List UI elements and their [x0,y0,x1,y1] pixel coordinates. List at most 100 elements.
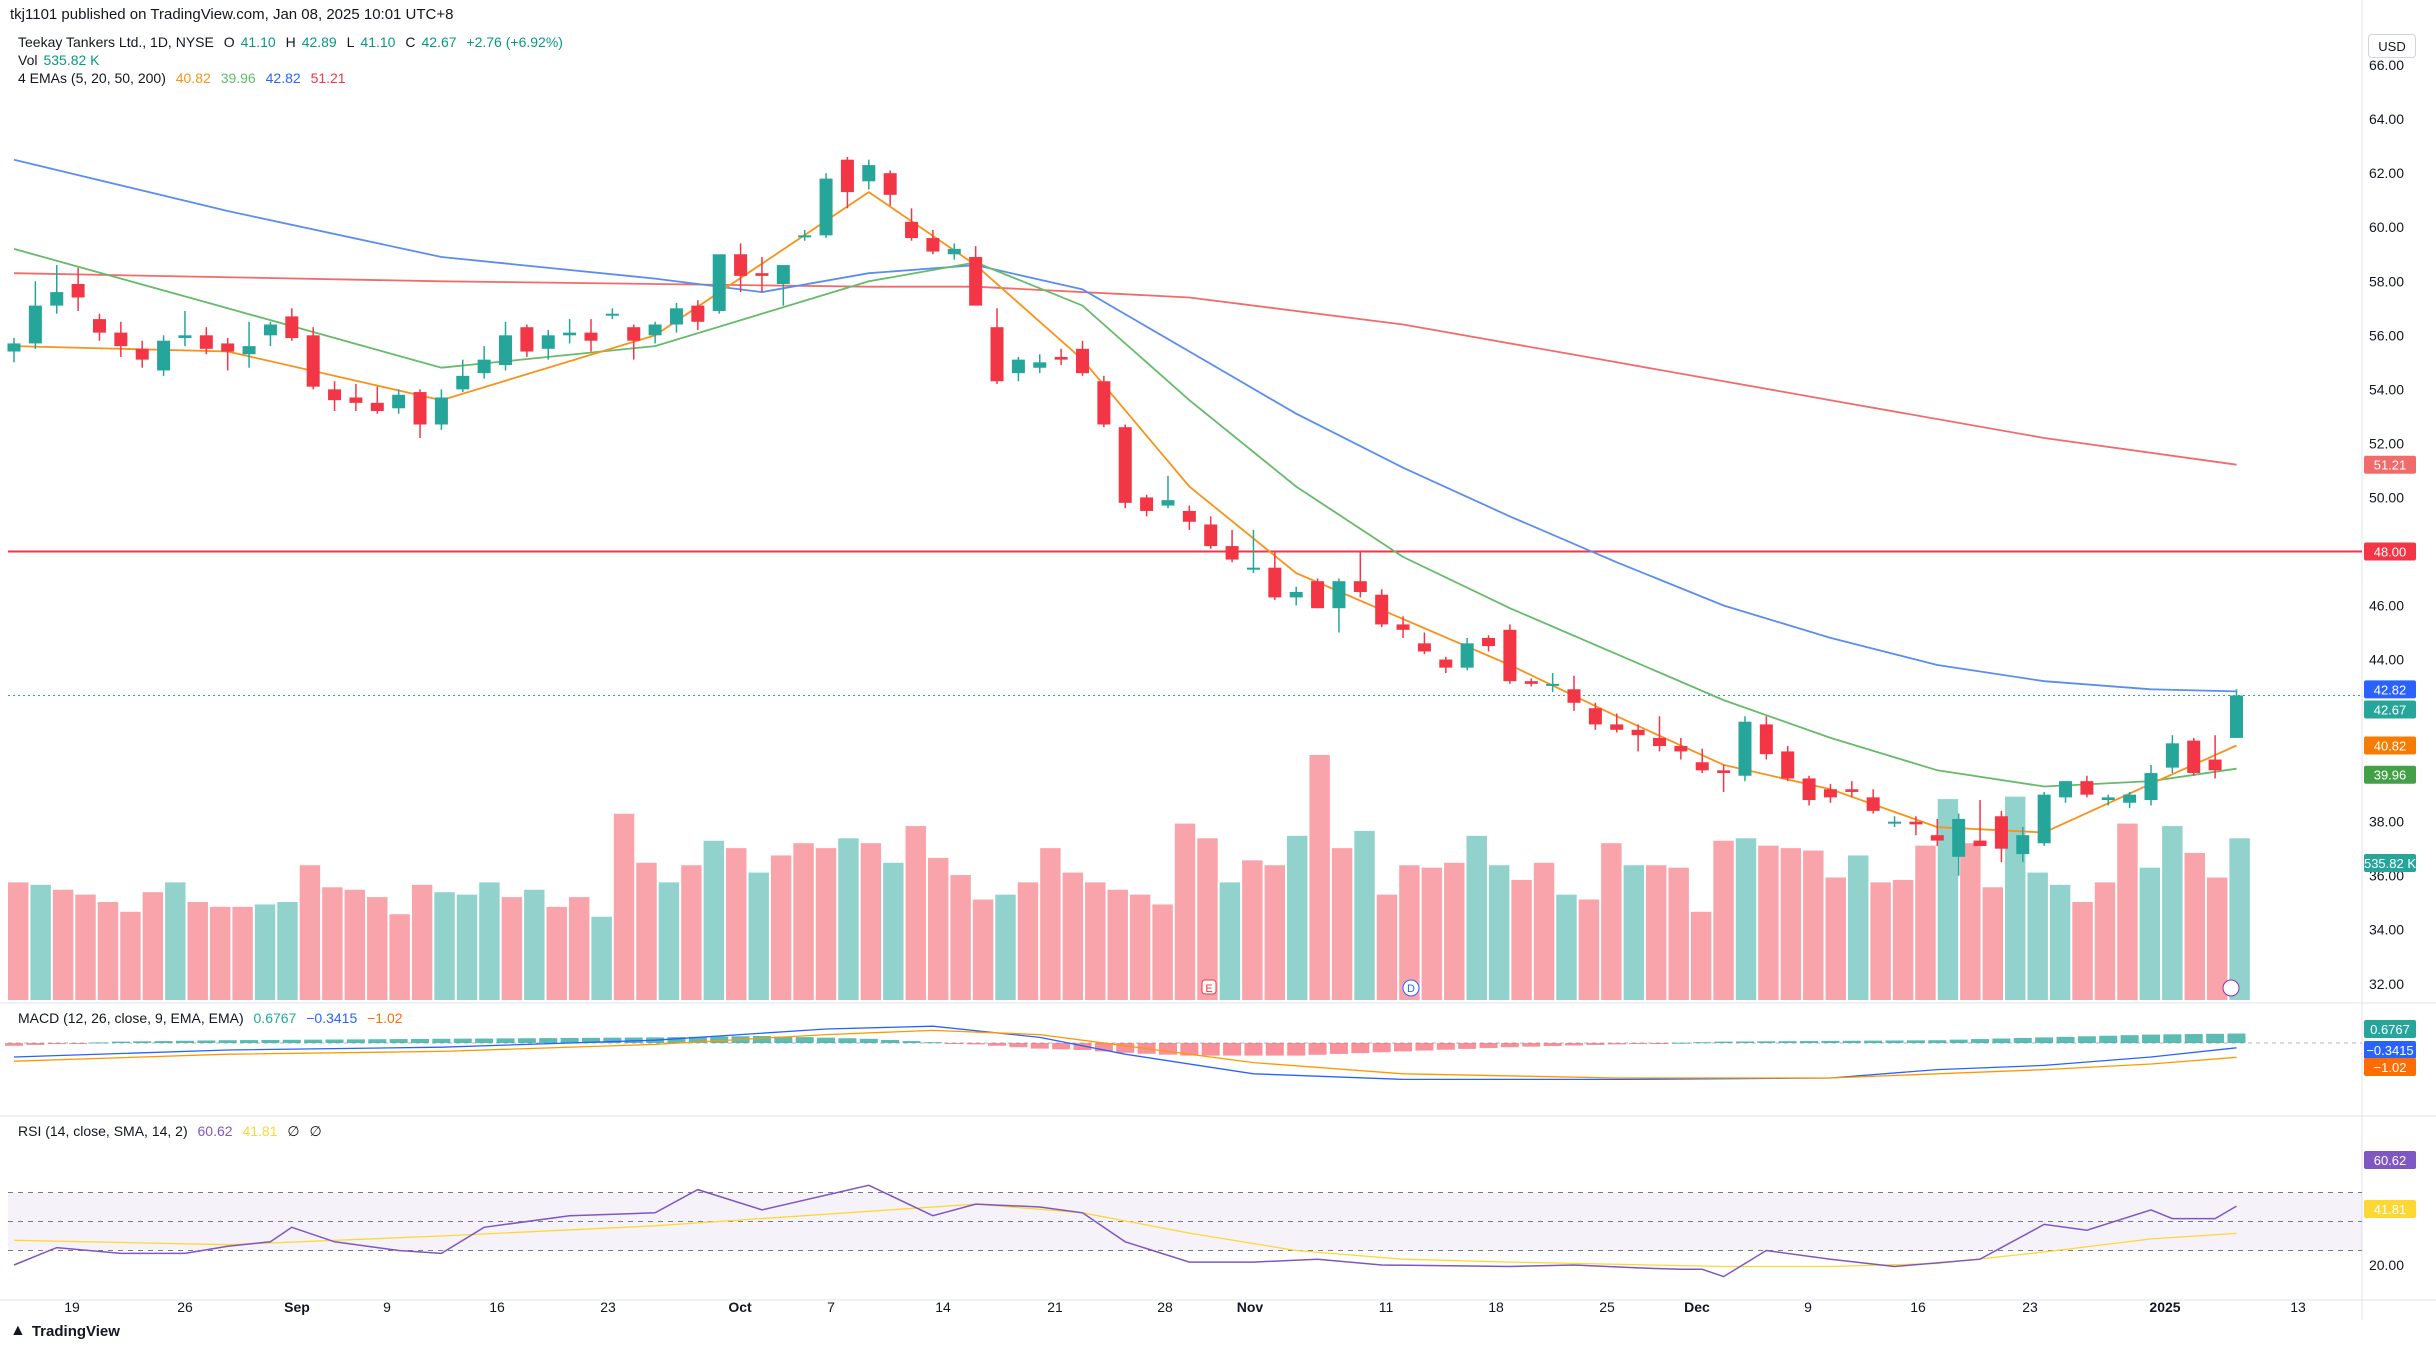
volume-bar [793,843,814,1000]
ema5-line [13,191,2237,834]
macd-histogram-bar [325,1039,344,1043]
macd-histogram-bar [1607,1043,1626,1045]
currency-button[interactable]: USD [2368,34,2416,58]
volume-bar [950,875,971,1000]
macd-histogram-bar [945,1043,964,1044]
candle-body [563,332,577,336]
candle-body [990,327,1004,382]
candle-body [434,397,448,425]
horizontal-level-line[interactable] [8,550,2362,696]
candle-body [1695,762,1709,771]
candle-body [1845,789,1859,792]
volume-bar [613,813,635,1000]
ema-legend[interactable]: 4 EMAs (5, 20, 50, 200) 40.82 39.96 42.8… [18,70,346,86]
macd-histogram-bar [175,1040,194,1043]
macd-histogram-bar [1928,1040,1947,1043]
volume-legend[interactable]: Vol 535.82 K [18,52,100,68]
candle-body [1823,789,1837,798]
macd-legend[interactable]: MACD (12, 26, close, 9, EMA, EMA) 0.6767… [18,1010,403,1026]
time-axis[interactable]: 19 26 Sep 9 16 23 Oct 7 14 21 28 Nov 11 18 25 Dec 9 16 23 2… [64,1299,2306,1315]
macd-line-tag: −0.3415 [2366,1043,2413,1058]
candle-body [1033,362,1047,368]
time-axis-label: 16 [1910,1299,1926,1315]
candle-body [648,324,662,336]
price-axis-label: 44.00 [2369,652,2404,668]
rsi-legend[interactable]: RSI (14, close, SMA, 14, 2) 60.62 41.81 … [18,1123,322,1139]
candle-body [328,389,342,401]
volume-bar [1556,894,1577,1000]
ema50-tag: 42.82 [2374,682,2407,697]
candle-body [905,221,919,239]
macd-pane [5,1025,2362,1081]
macd-histogram-bar [1265,1043,1284,1056]
candle-body [1888,821,1902,824]
macd-histogram-bar [1693,1042,1712,1044]
volume-bar [2117,823,2138,1000]
volume-bar [1399,865,1420,1000]
macd-histogram-bar [1458,1043,1477,1049]
volume-bar [1062,872,1084,1000]
time-axis-label: 23 [600,1299,616,1315]
candle-body [605,313,619,316]
volume-bar [120,911,141,1000]
candle-body [1610,724,1624,730]
candle-body [883,173,897,195]
candle-body [1054,356,1068,360]
volume-bar [726,848,747,1000]
volume-bar [568,897,590,1000]
macd-histogram-bar [517,1038,536,1043]
volume-bar [1915,845,1936,1000]
price-axis-label: 32.00 [2369,976,2404,992]
ohlc-values: O 41.10 H 42.89 L 41.10 C 42.67 +2.76 (+6.92… [223,34,563,50]
macd-histogram-bar [1244,1043,1263,1056]
time-axis-label: 13 [2290,1299,2306,1315]
volume-bar [1960,843,1981,1000]
macd-histogram-bar [881,1039,900,1043]
candle-body [1076,348,1089,374]
macd-histogram-bar [1180,1043,1199,1056]
candle-body [413,392,427,425]
candle-body [1332,581,1346,609]
volume-bar [546,906,567,1000]
volume-tag: 535.82 K [2364,856,2416,871]
time-axis-label: 23 [2022,1299,2038,1315]
macd-histogram-bar [282,1039,301,1043]
price-axis[interactable]: 66.00 64.00 62.00 60.00 58.00 56.00 54.00 52.00… [2369,57,2405,1273]
volume-bar [905,826,926,1000]
level-tag: 48.00 [2374,544,2407,559]
macd-histogram-bar [581,1037,600,1043]
candle-body [1717,770,1731,774]
price-axis-label: 54.00 [2369,381,2404,397]
ema200-tag: 51.21 [2374,458,2407,473]
dividend-marker [1402,979,1420,997]
volume-bar [1219,882,1241,1000]
volume-bar [344,889,366,1000]
candle-body [1417,643,1431,652]
volume-bar [860,843,882,1000]
macd-histogram-bar [1842,1040,1861,1043]
macd-histogram-bar [2227,1033,2246,1043]
symbol-legend[interactable]: Teekay Tankers Ltd., 1D, NYSE O 41.10 H 42… [18,34,575,50]
candle-body [1182,510,1196,522]
macd-histogram-bar [389,1039,408,1043]
time-axis-label: 26 [177,1299,193,1315]
candle-body [1631,729,1645,736]
macd-histogram-bar [69,1043,88,1044]
ema20-tag-bg [2364,765,2416,784]
volume-bar [1242,860,1263,1000]
volume-bar [1713,840,1734,1000]
volume-bar [1646,865,1667,1000]
time-axis-label: 28 [1157,1299,1173,1315]
volume-bar [1309,755,1330,1000]
volume-bar [2162,826,2183,1000]
volume-bar [815,848,837,1000]
volume-bar [389,914,410,1000]
macd-histogram-bar [475,1038,494,1043]
candle-body [1289,592,1303,598]
macd-histogram-bar [2013,1037,2032,1043]
rsi-ma-tag: 41.81 [2374,1202,2407,1217]
volume-bar [367,897,388,1000]
volume-bar [838,838,859,1000]
